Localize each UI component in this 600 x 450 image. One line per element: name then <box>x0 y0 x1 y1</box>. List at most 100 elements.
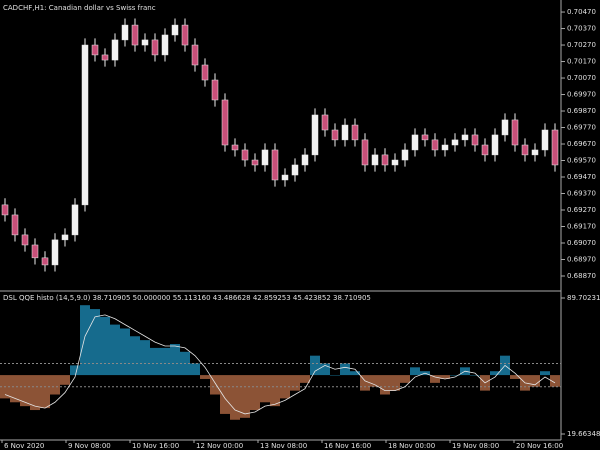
histogram-bar <box>260 375 270 403</box>
histogram-bar <box>60 375 70 385</box>
candle-body <box>481 144 489 156</box>
histogram-bar <box>380 375 390 395</box>
candle-body <box>451 139 459 146</box>
histogram-bar <box>320 363 330 376</box>
candle-body <box>81 44 89 206</box>
histogram-bar <box>510 375 520 379</box>
candle-body <box>231 144 239 151</box>
indicator-title: DSL QQE histo (14,5,9.0) 38.710905 50.00… <box>3 294 371 302</box>
histogram-bar <box>230 375 240 420</box>
histogram-bar <box>530 375 540 387</box>
y-tick-label: 0.69970 <box>567 91 596 99</box>
x-tick-label: 19 Nov 08:00 <box>452 442 499 450</box>
candle-body <box>461 134 469 141</box>
y-tick-label: 0.70270 <box>567 41 596 49</box>
y-tick-label: 0.69170 <box>567 222 596 230</box>
histogram-bar <box>20 375 30 407</box>
y-tick-label: 89.702315 <box>567 294 600 302</box>
candle-body <box>71 204 79 236</box>
histogram-bar <box>540 371 550 376</box>
candle-body <box>261 149 269 166</box>
candle-body <box>311 114 319 156</box>
candle-body <box>401 149 409 161</box>
chart-title: CADCHF,H1: Canadian dollar vs Swiss fran… <box>3 4 156 12</box>
histogram-bar <box>80 305 90 376</box>
candle-body <box>511 119 519 146</box>
candle-body <box>11 214 19 236</box>
y-tick-label: 0.68970 <box>567 255 596 263</box>
candle-body <box>531 149 539 156</box>
candle-body <box>291 164 299 176</box>
histogram-bar <box>290 375 300 391</box>
x-tick-label: 18 Nov 00:00 <box>388 442 435 450</box>
y-tick-label: 0.69370 <box>567 190 596 198</box>
histogram-bar <box>100 316 110 376</box>
histogram-bar <box>160 347 170 376</box>
candle-body <box>301 154 309 166</box>
x-tick-label: 12 Nov 00:00 <box>196 442 243 450</box>
y-tick-label: 0.70370 <box>567 25 596 33</box>
x-tick-label: 10 Nov 16:00 <box>132 442 179 450</box>
candle-body <box>521 144 529 156</box>
histogram-bar <box>220 375 230 414</box>
y-tick-label: 19.663485 <box>567 430 600 438</box>
candle-body <box>381 154 389 166</box>
signal-line <box>4 314 556 415</box>
candle-body <box>211 79 219 101</box>
candle-body <box>61 234 69 241</box>
histogram-bar <box>450 375 460 376</box>
y-tick-label: 0.70470 <box>567 8 596 16</box>
candle-body <box>221 99 229 146</box>
histogram-bar <box>130 336 140 376</box>
y-tick-label: 0.69670 <box>567 140 596 148</box>
candle-body <box>131 24 139 46</box>
histogram-bar <box>90 309 100 376</box>
histogram-bar <box>300 375 310 383</box>
candle-body <box>331 129 339 141</box>
candle-body <box>201 64 209 81</box>
histogram-bar <box>40 375 50 409</box>
histogram-bar <box>240 375 250 418</box>
candle-body <box>321 114 329 131</box>
y-tick-label: 0.69770 <box>567 124 596 132</box>
histogram-bar <box>110 324 120 376</box>
candle-body <box>441 144 449 151</box>
y-tick-label: 0.70070 <box>567 74 596 82</box>
histogram-bar <box>440 375 450 379</box>
candle-body <box>21 234 29 246</box>
candle-body <box>101 54 109 61</box>
candle-body <box>471 134 479 146</box>
candle-body <box>51 239 59 266</box>
histogram-bar <box>190 363 200 376</box>
histogram-bar <box>390 375 400 391</box>
candle-body <box>41 257 49 266</box>
histogram-bar <box>360 375 370 391</box>
x-tick-label: 13 Nov 08:00 <box>260 442 307 450</box>
histogram-bar <box>150 347 160 376</box>
y-tick-label: 0.68870 <box>567 272 596 280</box>
y-tick-label: 0.69270 <box>567 206 596 214</box>
histogram-bar <box>210 375 220 395</box>
candle-body <box>151 39 159 56</box>
histogram-bar <box>270 375 280 407</box>
histogram-bar <box>330 375 340 376</box>
candle-body <box>171 24 179 36</box>
candle-body <box>341 124 349 141</box>
candle-body <box>181 24 189 46</box>
histogram-bar <box>70 365 80 376</box>
histogram-bar <box>350 371 360 376</box>
histogram-bar <box>200 375 210 379</box>
candle-body <box>281 174 289 181</box>
histogram-bar <box>400 375 410 383</box>
candle-body <box>31 244 39 259</box>
candle-body <box>421 134 429 141</box>
candle-body <box>141 39 149 46</box>
y-tick-label: 0.69870 <box>567 107 596 115</box>
histogram-bar <box>410 367 420 376</box>
histogram-bar <box>550 375 560 387</box>
x-tick-label: 9 Nov 08:00 <box>68 442 111 450</box>
candle-body <box>111 39 119 61</box>
candle-body <box>121 24 129 41</box>
candle-body <box>191 44 199 66</box>
